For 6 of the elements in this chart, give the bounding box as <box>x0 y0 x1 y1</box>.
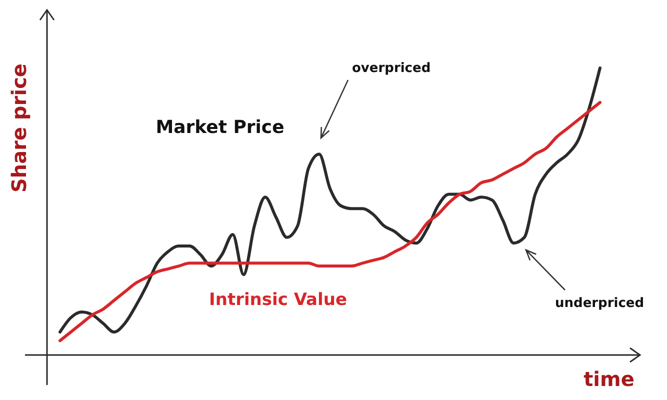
annotation: overpriced <box>352 61 431 76</box>
legend-label: Market Price <box>156 117 284 138</box>
series-label: Intrinsic Value <box>209 290 347 310</box>
y-axis-title: Share price <box>7 64 31 192</box>
x-axis-title: time <box>584 367 634 391</box>
annotation: underpriced <box>555 296 644 311</box>
